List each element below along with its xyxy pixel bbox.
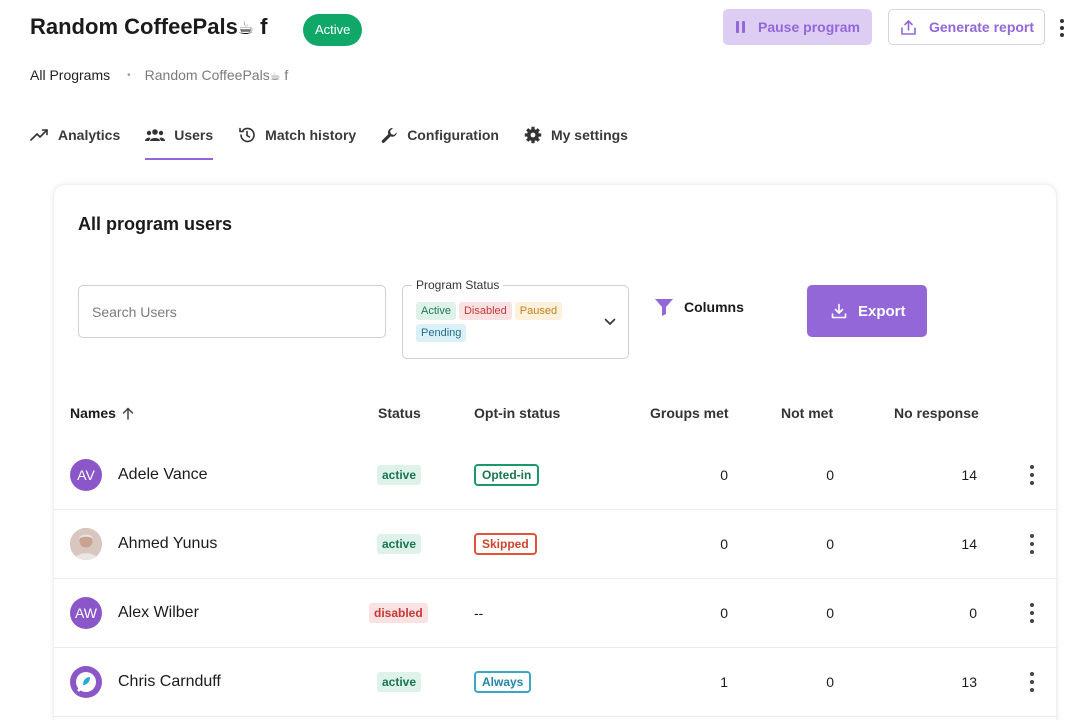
filter-icon [655, 299, 673, 316]
user-name: Alex Wilber [118, 604, 199, 621]
tab-configuration[interactable]: Configuration [381, 120, 499, 150]
header-names[interactable]: Names [70, 405, 134, 421]
table-row[interactable]: AV Adele Vance active Opted-in 0 0 14 [54, 441, 1058, 510]
avatar: AW [70, 597, 102, 629]
status-badge: active [377, 672, 422, 692]
chip-paused[interactable]: Paused [514, 302, 563, 320]
row-menu-icon[interactable] [1030, 534, 1034, 554]
avatar: AV [70, 459, 102, 491]
not-met-value: 0 [826, 605, 834, 621]
groups-met-value: 1 [720, 674, 728, 690]
optin-badge: Always [474, 671, 532, 693]
status-badge: active [377, 534, 422, 554]
chat-logo-icon [76, 672, 96, 692]
no-response-value: 14 [961, 467, 977, 483]
header-no-response[interactable]: No response [894, 405, 979, 421]
optin-badge: Skipped [474, 533, 537, 555]
program-status-select[interactable]: Program Status Active Disabled Paused Pe… [402, 278, 629, 359]
user-photo [70, 528, 102, 560]
header-not-met[interactable]: Not met [781, 405, 834, 421]
no-response-value: 0 [969, 605, 977, 621]
table-header: Names Status Opt-in status Groups met No… [54, 393, 1058, 433]
coffee-emoji: ☕ [269, 69, 281, 83]
columns-button[interactable]: Columns [654, 295, 744, 319]
no-response-value: 13 [961, 674, 977, 690]
tab-my-settings[interactable]: My settings [524, 120, 628, 150]
table-row[interactable]: Chris Carnduff active Always 1 0 13 [54, 648, 1058, 717]
groups-met-value: 0 [720, 605, 728, 621]
chip-disabled[interactable]: Disabled [458, 302, 512, 320]
history-icon [239, 127, 255, 143]
user-name: Adele Vance [118, 466, 208, 483]
download-icon [831, 303, 847, 319]
breadcrumb-current: Random CoffeePals☕ f [144, 67, 289, 83]
wrench-icon [381, 127, 397, 143]
groups-met-value: 0 [720, 536, 728, 552]
not-met-value: 0 [826, 674, 834, 690]
trend-up-icon [30, 129, 48, 141]
pause-icon [735, 21, 746, 33]
sort-ascending-icon[interactable] [122, 407, 134, 420]
optin-value: -- [474, 605, 484, 621]
search-users-input[interactable] [78, 285, 386, 338]
header-optin[interactable]: Opt-in status [474, 405, 561, 421]
table-row[interactable]: Ahmed Yunus active Skipped 0 0 14 [54, 510, 1058, 579]
optin-badge: Opted-in [474, 464, 540, 486]
tab-bar: Analytics Users Match history Configurat… [30, 120, 653, 160]
more-options-icon[interactable] [1056, 16, 1068, 40]
user-name: Ahmed Yunus [118, 535, 218, 552]
row-menu-icon[interactable] [1030, 465, 1034, 485]
table-row[interactable]: AW Alex Wilber disabled -- 0 0 0 [54, 579, 1058, 648]
generate-report-button[interactable]: Generate report [888, 9, 1045, 45]
groups-met-value: 0 [720, 467, 728, 483]
users-icon [145, 129, 166, 141]
page-title: Random CoffeePals☕ f [30, 14, 268, 39]
tab-users[interactable]: Users [145, 120, 213, 160]
chip-pending[interactable]: Pending [416, 324, 467, 342]
breadcrumb: All Programs • Random CoffeePals☕ f [30, 67, 288, 83]
status-badge: active [377, 465, 422, 485]
not-met-value: 0 [826, 536, 834, 552]
share-icon [901, 19, 916, 35]
page-header: Random CoffeePals☕ f Active Pause progra… [30, 9, 1088, 52]
coffee-emoji: ☕ [237, 18, 254, 39]
no-response-value: 14 [961, 536, 977, 552]
row-menu-icon[interactable] [1030, 603, 1034, 623]
row-menu-icon[interactable] [1030, 672, 1034, 692]
gear-icon [524, 126, 542, 144]
breadcrumb-separator: • [127, 69, 131, 81]
card-title: All program users [78, 214, 233, 234]
header-status[interactable]: Status [378, 405, 421, 421]
pause-program-button[interactable]: Pause program [723, 9, 872, 45]
tab-analytics[interactable]: Analytics [30, 120, 120, 150]
users-card: All program users Program Status Active … [53, 184, 1058, 720]
export-button[interactable]: Export [807, 285, 927, 337]
program-status-pill: Active [303, 14, 363, 46]
not-met-value: 0 [826, 467, 834, 483]
chevron-down-icon[interactable] [604, 318, 616, 326]
header-groups-met[interactable]: Groups met [650, 405, 729, 421]
breadcrumb-all-programs[interactable]: All Programs [30, 67, 111, 83]
status-chips: Active Disabled Paused Pending [416, 302, 596, 342]
avatar [70, 528, 102, 560]
user-name: Chris Carnduff [118, 673, 221, 690]
chip-active[interactable]: Active [416, 302, 456, 320]
avatar [70, 666, 102, 698]
status-badge: disabled [369, 603, 428, 623]
tab-match-history[interactable]: Match history [238, 120, 356, 150]
program-status-label: Program Status [412, 278, 504, 292]
